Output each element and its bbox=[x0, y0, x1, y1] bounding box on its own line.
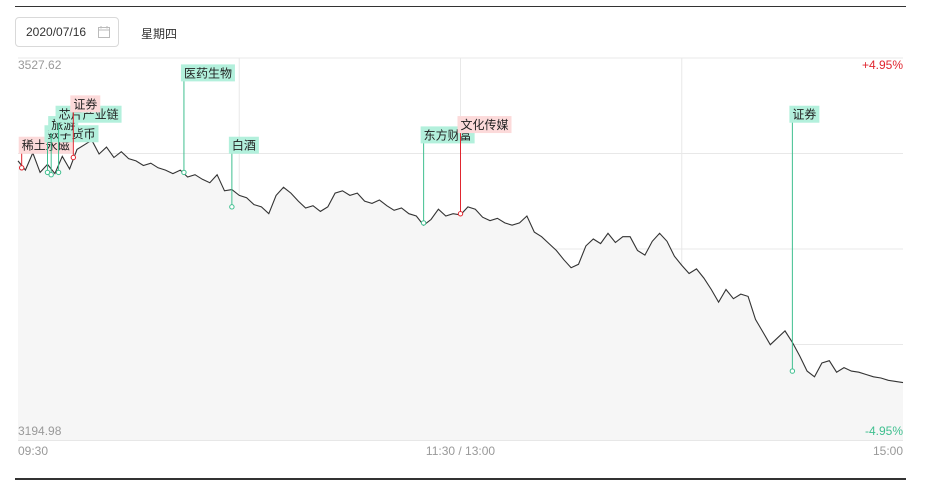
annotation-point bbox=[789, 368, 796, 374]
pct-min-label: -4.95% bbox=[865, 424, 903, 438]
bottom-divider bbox=[15, 478, 906, 480]
date-picker[interactable]: 2020/07/16 bbox=[15, 17, 119, 47]
annotation-box bbox=[789, 105, 820, 123]
weekday-label: 星期四 bbox=[141, 27, 178, 41]
annotation-point bbox=[55, 169, 62, 176]
annotation-point bbox=[420, 220, 427, 226]
y-max-label: 3527.62 bbox=[18, 58, 62, 72]
annotation-point bbox=[457, 211, 464, 217]
x-tick-label: 11:30 / 13:00 bbox=[426, 444, 495, 458]
annotation-box bbox=[70, 95, 101, 113]
annotation-tag: 证券 bbox=[70, 95, 101, 161]
annotation-box bbox=[180, 64, 235, 82]
annotation-point bbox=[44, 169, 51, 176]
top-divider bbox=[15, 6, 906, 7]
date-value: 2020/07/16 bbox=[26, 25, 87, 39]
annotation-point bbox=[181, 169, 187, 176]
annotation-tag: 证券 bbox=[789, 105, 820, 374]
annotation-point bbox=[229, 204, 235, 210]
annotation-point bbox=[18, 165, 25, 171]
annotation-label: 白酒 bbox=[232, 138, 256, 153]
annotation-label: 证券 bbox=[73, 96, 97, 111]
x-tick-label: 09:30 bbox=[18, 444, 48, 458]
annotation-tag: 医药生物 bbox=[180, 64, 235, 176]
annotation-label: 文化传媒 bbox=[461, 117, 509, 132]
annotation-label: 医药生物 bbox=[184, 66, 232, 80]
annotation-point bbox=[48, 171, 54, 178]
annotation-tag: 文化传媒 bbox=[457, 116, 512, 217]
annotation-label: 证券 bbox=[792, 107, 816, 122]
annotation-point bbox=[70, 154, 77, 161]
annotation-tag: 白酒 bbox=[228, 136, 259, 210]
x-tick-label: 15:00 bbox=[873, 444, 903, 458]
pct-max-label: +4.95% bbox=[862, 58, 903, 72]
annotation-box bbox=[457, 116, 512, 134]
calendar-icon[interactable] bbox=[98, 26, 110, 38]
annotation-box bbox=[228, 136, 259, 154]
series-area bbox=[18, 140, 903, 440]
y-min-label: 3194.98 bbox=[18, 424, 62, 438]
